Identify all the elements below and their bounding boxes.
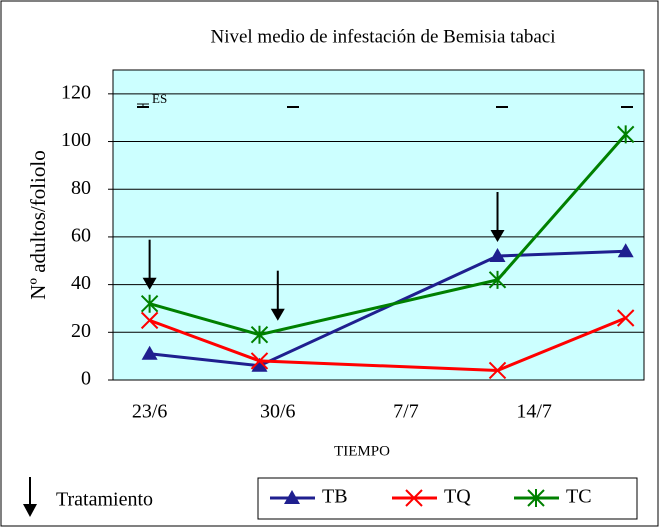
marker (616, 309, 635, 327)
marker (488, 270, 507, 289)
legend-box (257, 477, 638, 520)
marker (140, 294, 159, 313)
marker (617, 243, 634, 258)
y-axis-label: Nº adultos/foliolo (26, 150, 50, 299)
x-tick-label: 14/7 (516, 401, 552, 423)
y-tick-label: 80 (71, 177, 91, 199)
legend-label: TB (322, 486, 348, 508)
y-tick-label: 0 (81, 368, 91, 390)
legend-label: TC (566, 486, 592, 508)
y-tick-label: 60 (71, 225, 91, 247)
marker (405, 489, 423, 507)
x-tick-label: 7/7 (393, 401, 419, 423)
treatment-label: Tratamiento (56, 489, 153, 511)
y-tick-label: 100 (61, 129, 91, 151)
marker (489, 248, 506, 262)
treatment-arrow-head (142, 277, 157, 290)
series-line (149, 316, 627, 372)
treatment-arrow-head (270, 308, 285, 321)
series-line (149, 249, 626, 368)
marker (251, 357, 268, 372)
legend-arrow-head (23, 504, 37, 517)
marker (140, 311, 159, 330)
treatment-arrow-head (490, 230, 505, 242)
marker (250, 352, 269, 370)
y-tick-label: 120 (61, 81, 91, 103)
x-tick-label: 23/6 (132, 401, 168, 423)
marker (488, 361, 507, 380)
chart-title: Nivel medio de infestación de Bemisia ta… (210, 26, 555, 47)
y-tick-label: 40 (71, 272, 91, 294)
marker (284, 490, 300, 504)
y-tick-label: 20 (71, 320, 91, 342)
x-axis-label: TIEMPO (334, 443, 390, 459)
legend-label: TQ (444, 486, 471, 508)
marker (141, 345, 158, 360)
marker (616, 125, 635, 144)
marker (527, 489, 545, 507)
marker (250, 325, 269, 344)
x-tick-label: 30/6 (260, 401, 296, 423)
series-line (149, 133, 627, 337)
error-label: ES (152, 91, 167, 106)
plot-area (112, 69, 645, 381)
